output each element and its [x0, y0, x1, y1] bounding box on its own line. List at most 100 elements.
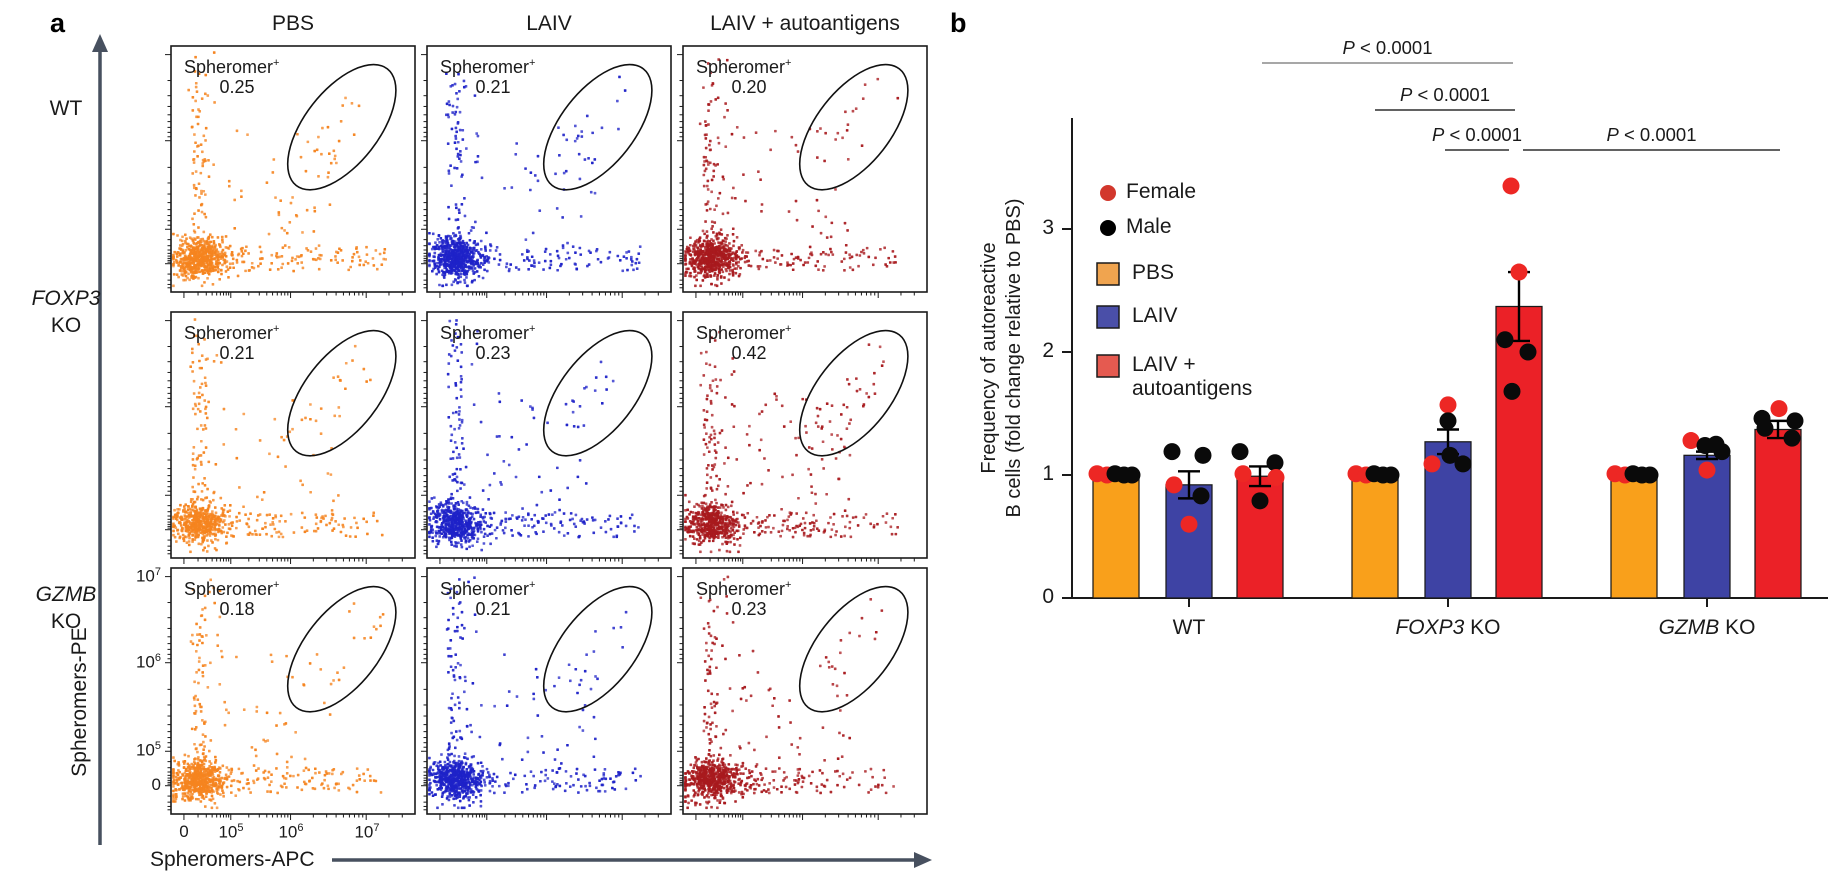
scatter-point [738, 272, 742, 276]
scatter-point [200, 210, 204, 214]
scatter-point [223, 261, 226, 265]
scatter-point [191, 276, 194, 280]
scatter-point [712, 509, 716, 512]
scatter-point [709, 550, 713, 554]
scatter-point [434, 241, 437, 244]
scatter-point [172, 273, 176, 276]
scatter-point [333, 414, 337, 418]
scatter-point [517, 448, 521, 451]
scatter-point [604, 530, 608, 534]
scatter-point [555, 249, 559, 253]
scatter-point [199, 257, 203, 261]
scatter-point [464, 256, 467, 260]
scatter-point [199, 460, 203, 464]
scatter-point [286, 262, 290, 265]
scatter-point [725, 549, 729, 553]
scatter-point [474, 249, 477, 252]
scatter-point [704, 146, 708, 150]
scatter-point [527, 268, 530, 271]
scatter-point [198, 511, 202, 515]
scatter-point [457, 413, 461, 416]
scatter-point [450, 502, 453, 505]
scatter-point [723, 516, 727, 519]
scatter-point [704, 493, 707, 497]
scatter-point [204, 215, 208, 219]
scatter-point [845, 129, 849, 132]
scatter-point [299, 479, 302, 483]
scatter-point [451, 473, 455, 476]
scatter-point [699, 521, 703, 524]
scatter-point [720, 247, 723, 250]
scatter-point [279, 199, 283, 202]
scatter-point [703, 536, 707, 540]
scatter-point [760, 521, 764, 524]
scatter-point [831, 253, 835, 256]
scatter-point [201, 428, 205, 431]
scatter-point [724, 518, 728, 522]
scatter-point [226, 510, 230, 513]
scatter-point [189, 244, 193, 248]
scatter-point [726, 257, 729, 261]
scatter-point [175, 255, 179, 258]
scatter-point [334, 520, 337, 523]
scatter-point [279, 532, 283, 536]
scatter-point [724, 145, 728, 149]
scatter-point [449, 514, 452, 518]
scatter-point [339, 119, 343, 123]
scatter-point [467, 248, 471, 252]
scatter-point [192, 476, 195, 479]
scatter-point [285, 231, 289, 235]
scatter-point [769, 531, 773, 534]
scatter-point [624, 524, 628, 528]
scatter-point [883, 246, 886, 250]
scatter-point [271, 171, 275, 174]
scatter-point [256, 514, 260, 517]
scatter-point [374, 249, 378, 252]
scatter-point [220, 530, 223, 533]
scatter-point [710, 505, 714, 509]
scatter-point [212, 257, 216, 261]
scatter-point [728, 515, 732, 519]
scatter-point [520, 399, 524, 402]
scatter-point [211, 283, 215, 286]
scatter-point [757, 267, 761, 271]
scatter-point [316, 527, 320, 530]
flow-plot-wt-pbs [165, 45, 416, 298]
scatter-point [696, 246, 700, 250]
scatter-point [200, 439, 203, 443]
scatter-point [459, 150, 462, 153]
scatter-point [317, 256, 320, 260]
scatter-point [821, 269, 825, 272]
scatter-point [305, 529, 309, 533]
scatter-point [542, 530, 545, 534]
scatter-point [182, 505, 186, 508]
scatter-point [720, 515, 724, 519]
scatter-point [472, 403, 476, 407]
scatter-point [197, 391, 201, 395]
scatter-point [846, 229, 849, 232]
scatter-point [226, 268, 230, 271]
scatter-point [714, 498, 717, 502]
scatter-point [782, 519, 785, 523]
scatter-point [708, 519, 711, 522]
scatter-point [428, 531, 431, 534]
scatter-point [463, 243, 467, 247]
scatter-point [630, 263, 634, 267]
scatter-point [718, 191, 722, 195]
scatter-point [737, 550, 740, 554]
scatter-point [764, 526, 768, 529]
scatter-point [209, 501, 212, 504]
scatter-point [203, 424, 207, 427]
scatter-point [237, 511, 241, 515]
scatter-point [472, 264, 475, 267]
scatter-point [704, 251, 707, 255]
scatter-point [722, 249, 726, 253]
scatter-point [187, 543, 191, 547]
scatter-point [746, 511, 750, 515]
scatter-point [275, 252, 279, 255]
scatter-point [456, 245, 460, 249]
scatter-point [214, 251, 217, 255]
scatter-point [458, 406, 461, 409]
scatter-point [843, 534, 846, 538]
scatter-point [453, 141, 457, 144]
